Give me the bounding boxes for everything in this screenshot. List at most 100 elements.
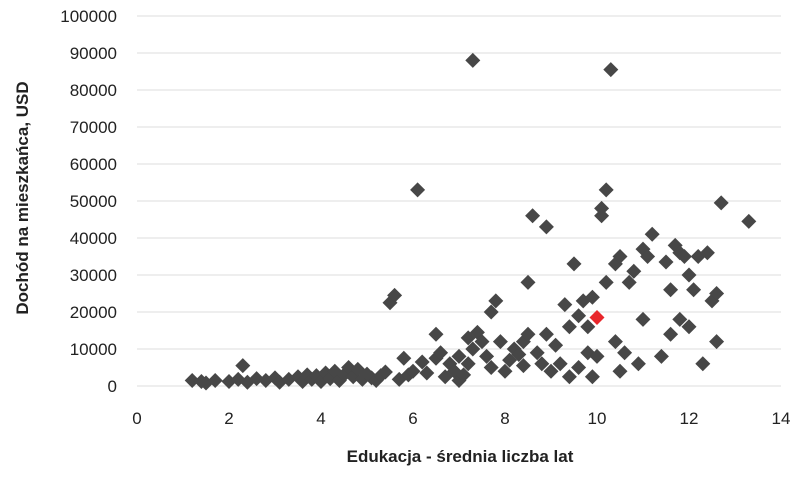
data-point: [534, 356, 550, 372]
data-point: [612, 249, 628, 264]
data-point: [377, 364, 393, 380]
data-point: [492, 334, 508, 350]
data-point: [529, 345, 545, 361]
y-tick-label: 10000: [70, 340, 117, 359]
x-tick-label: 4: [316, 409, 325, 428]
data-point: [584, 289, 600, 305]
y-tick-label: 90000: [70, 44, 117, 63]
x-tick-labels: 0 2 4 6 8 10 12 14: [132, 409, 790, 428]
data-point: [451, 348, 467, 364]
data-point: [584, 369, 600, 385]
data-point: [488, 293, 504, 309]
data-point: [479, 348, 495, 364]
data-point: [414, 354, 430, 370]
data-point: [713, 195, 729, 211]
data-point: [474, 334, 490, 350]
data-point: [207, 372, 223, 388]
y-tick-label: 30000: [70, 266, 117, 285]
y-tick-label: 20000: [70, 303, 117, 322]
y-tick-label: 100000: [60, 7, 117, 26]
data-point: [598, 182, 614, 198]
x-tick-label: 6: [408, 409, 417, 428]
data-point: [433, 345, 449, 361]
data-point: [543, 363, 559, 379]
data-point: [617, 345, 633, 361]
y-tick-label: 0: [108, 377, 117, 396]
data-point: [672, 311, 688, 327]
data-point: [603, 62, 619, 78]
data-point: [640, 249, 656, 264]
data-point: [630, 356, 646, 372]
data-point: [515, 358, 531, 374]
data-point: [644, 226, 660, 242]
data-point: [571, 360, 587, 375]
data-point: [598, 274, 614, 290]
data-point: [465, 52, 481, 68]
data-point: [428, 326, 444, 342]
data-point: [686, 282, 702, 298]
data-point: [635, 311, 651, 327]
data-point: [709, 334, 725, 350]
data-point: [699, 245, 715, 261]
y-axis-title: Dochód na mieszkańca, USD: [13, 81, 32, 314]
data-point: [621, 274, 637, 290]
data-point: [589, 348, 605, 364]
data-point: [184, 372, 200, 388]
data-point: [612, 363, 628, 379]
data-point: [626, 263, 642, 279]
data-point: [410, 182, 426, 198]
data-point: [561, 319, 577, 335]
data-point: [387, 287, 403, 303]
data-point: [538, 326, 554, 342]
data-point: [497, 363, 513, 379]
data-point: [557, 297, 573, 313]
y-tick-labels: 0 10000 20000 30000 40000 50000 60000 70000 8000…: [60, 7, 117, 396]
gridlines: [137, 15, 781, 387]
data-point: [483, 304, 499, 320]
data-point: [658, 254, 674, 270]
data-point: [580, 319, 596, 335]
data-point: [465, 341, 481, 357]
data-point: [681, 319, 697, 335]
data-point: [483, 360, 499, 375]
data-point: [663, 282, 679, 298]
data-point: [520, 274, 536, 290]
data-point: [709, 286, 725, 301]
y-tick-label: 50000: [70, 192, 117, 211]
data-point: [456, 367, 472, 383]
data-point: [396, 350, 412, 366]
data-point: [571, 308, 587, 324]
data-point: [520, 326, 536, 342]
data-points: [184, 52, 757, 391]
y-tick-label: 80000: [70, 81, 117, 100]
data-point: [419, 365, 435, 381]
x-tick-label: 0: [132, 409, 141, 428]
data-point: [594, 200, 610, 216]
data-point: [552, 356, 568, 372]
x-tick-label: 14: [772, 409, 791, 428]
y-tick-label: 40000: [70, 229, 117, 248]
data-point: [663, 326, 679, 342]
data-point: [561, 369, 577, 385]
data-point: [538, 219, 554, 235]
data-point: [695, 356, 711, 372]
data-point: [676, 249, 692, 264]
data-point: [681, 267, 697, 283]
y-tick-label: 70000: [70, 118, 117, 137]
data-point: [548, 337, 564, 353]
y-tick-label: 60000: [70, 155, 117, 174]
data-point: [405, 363, 421, 379]
x-tick-label: 2: [224, 409, 233, 428]
data-point: [566, 256, 582, 272]
x-axis-title: Edukacja - średnia liczba lat: [347, 447, 574, 466]
highlighted-data-point: [589, 310, 605, 326]
x-tick-label: 8: [500, 409, 509, 428]
data-point: [653, 348, 669, 364]
data-point: [741, 213, 757, 229]
data-point: [460, 356, 476, 372]
data-point: [235, 358, 251, 374]
data-point: [511, 347, 527, 363]
x-tick-label: 10: [588, 409, 607, 428]
